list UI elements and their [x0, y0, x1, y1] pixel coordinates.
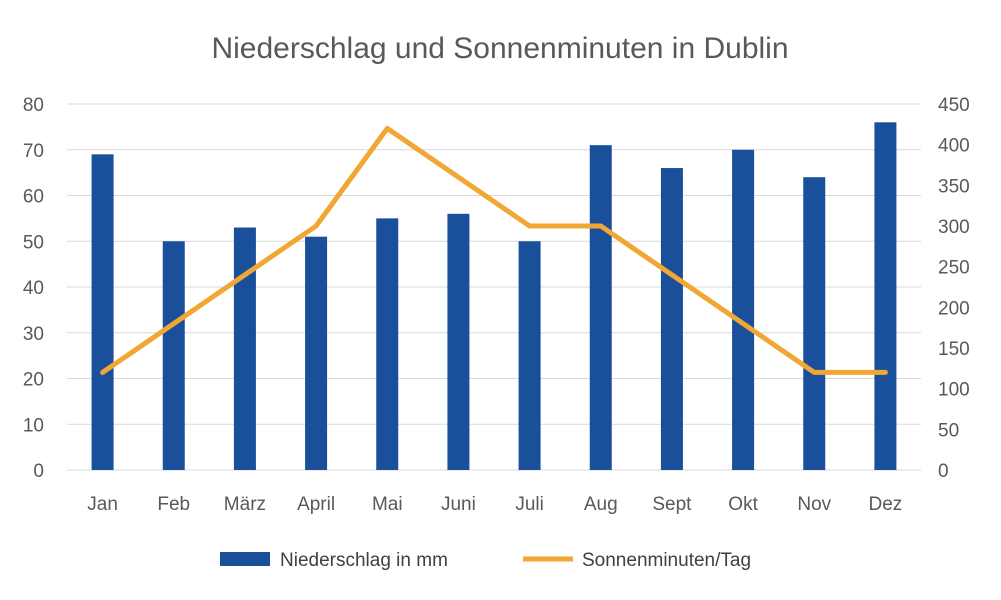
x-tick-label: Jan — [87, 494, 118, 515]
chart-title: Niederschlag und Sonnenminuten in Dublin — [211, 32, 788, 65]
right-tick-label: 250 — [938, 258, 970, 279]
x-tick-label: Feb — [157, 494, 190, 515]
right-tick-label: 50 — [938, 420, 959, 441]
x-axis-ticks: Jan Feb März April Mai Juni Juli Aug Sept Okt Nov D… — [87, 494, 902, 515]
left-tick-label: 10 — [23, 415, 44, 436]
bar — [589, 145, 612, 471]
right-tick-label: 400 — [938, 136, 970, 157]
left-tick-label: 30 — [23, 324, 44, 345]
bar-series — [91, 122, 897, 471]
legend: Niederschlag in mm Sonnenminuten/Tag — [220, 550, 751, 571]
x-tick-label: April — [297, 494, 335, 515]
x-tick-label: Nov — [797, 494, 831, 515]
x-tick-label: Dez — [869, 494, 903, 515]
bar — [162, 241, 185, 470]
bar — [874, 122, 897, 471]
left-tick-label: 40 — [23, 278, 44, 299]
bar — [376, 218, 399, 470]
bar — [305, 236, 328, 470]
series-line — [100, 125, 888, 375]
x-tick-label: Okt — [728, 494, 758, 515]
right-tick-label: 450 — [938, 95, 970, 116]
left-tick-label: 70 — [23, 141, 44, 162]
bar — [447, 213, 470, 471]
x-tick-label: Juli — [515, 494, 544, 515]
left-tick-label: 60 — [23, 187, 44, 208]
left-axis-ticks: 0 10 20 30 40 50 60 70 80 — [23, 95, 44, 482]
right-tick-label: 0 — [938, 461, 949, 482]
right-tick-label: 150 — [938, 339, 970, 360]
x-tick-label: Juni — [441, 494, 476, 515]
line-series — [100, 125, 888, 375]
bar — [233, 227, 256, 470]
right-tick-label: 300 — [938, 217, 970, 238]
x-tick-label: Aug — [584, 494, 618, 515]
legend-label-line: Sonnenminuten/Tag — [582, 550, 751, 571]
legend-label-bar: Niederschlag in mm — [280, 550, 448, 571]
x-tick-label: Mai — [372, 494, 403, 515]
bar — [518, 241, 541, 470]
right-tick-label: 350 — [938, 176, 970, 197]
right-axis-ticks: 0 50 100 150 200 250 300 350 400 450 — [938, 95, 970, 482]
x-tick-label: März — [224, 494, 266, 515]
x-tick-label: Sept — [652, 494, 692, 515]
bar — [803, 177, 826, 470]
left-tick-label: 80 — [23, 95, 44, 116]
gridlines — [67, 103, 921, 471]
left-tick-label: 50 — [23, 232, 44, 253]
legend-swatch-bar — [220, 552, 270, 566]
right-tick-label: 200 — [938, 298, 970, 319]
right-tick-label: 100 — [938, 380, 970, 401]
left-tick-label: 20 — [23, 370, 44, 391]
bar — [732, 149, 755, 470]
left-tick-label: 0 — [33, 461, 44, 482]
bar — [660, 168, 683, 471]
bar — [91, 154, 114, 470]
